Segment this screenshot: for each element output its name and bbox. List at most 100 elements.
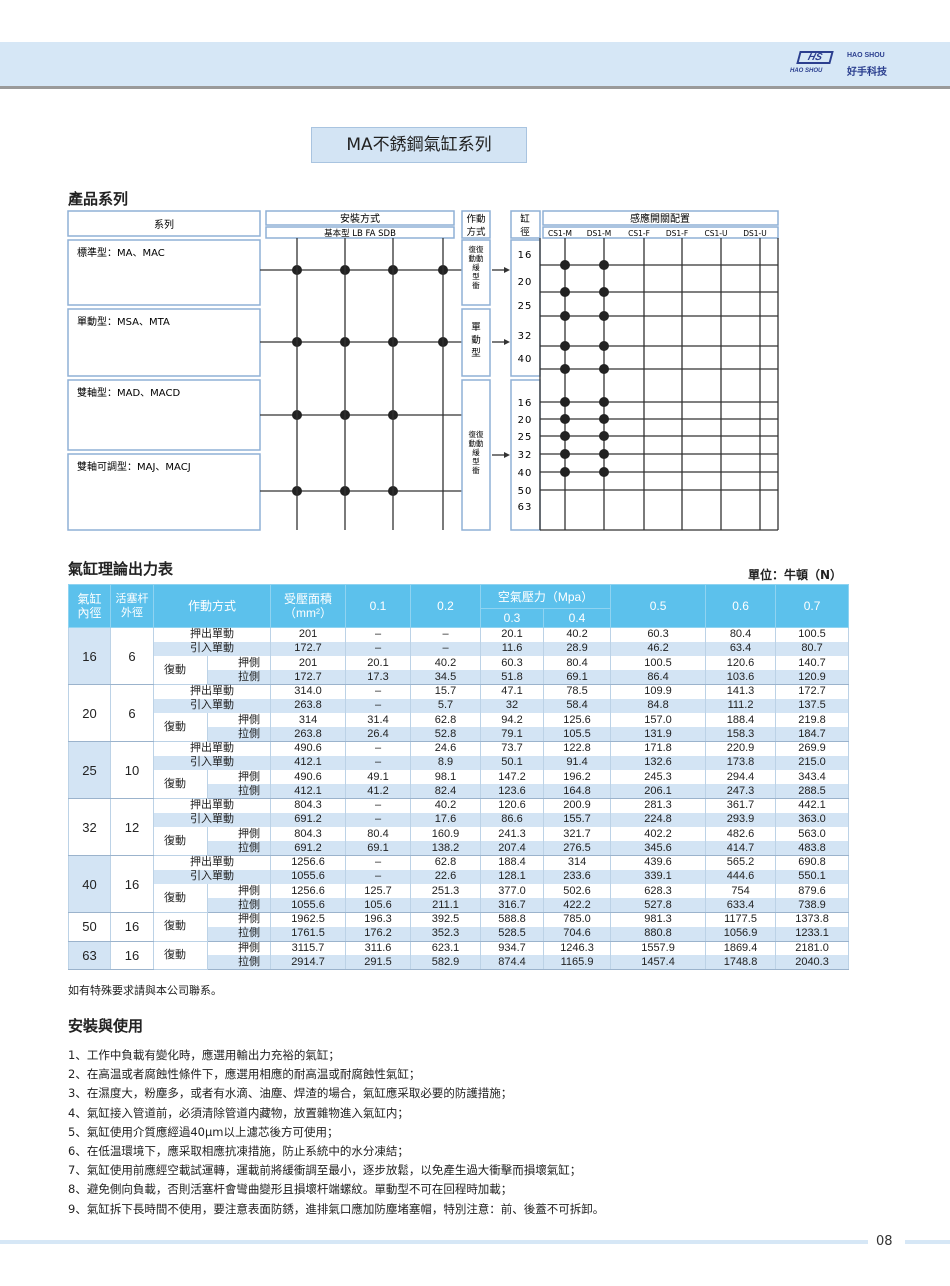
- area-cell: 1055.6: [270, 869, 347, 884]
- force-value-cell: 122.8: [543, 741, 612, 756]
- force-value-cell: 934.7: [480, 941, 545, 956]
- action-side-cell: 拉側: [206, 898, 272, 914]
- force-value-cell: –: [345, 869, 412, 884]
- rod-cell: 6: [110, 627, 154, 685]
- bore-cell: 32: [68, 798, 111, 856]
- force-value-cell: 633.4: [705, 898, 777, 914]
- force-value-cell: 2040.3: [775, 955, 850, 971]
- mount-header-box: [265, 210, 455, 226]
- table-row: 復動 押側 490.6 49.1 98.1 147.2 196.2 245.3 294.4 343…: [69, 770, 850, 799]
- bore-size: 20: [518, 277, 533, 288]
- force-value-cell: 63.4: [705, 641, 777, 656]
- sensor-label: CS1-M: [548, 229, 572, 238]
- sensor-compatible-dot: [560, 449, 570, 459]
- force-value-cell: 224.8: [610, 812, 707, 827]
- header-pressure: 0.7: [775, 584, 850, 628]
- force-value-cell: 120.6: [480, 798, 545, 813]
- action-cell: 押出單動: [152, 627, 272, 642]
- unit-label: 單位：牛頓（N）: [748, 568, 843, 582]
- bore-group-box: [510, 379, 541, 531]
- force-value-cell: 86.6: [480, 812, 545, 827]
- area-cell: 1761.5: [270, 926, 347, 942]
- force-table-heading: 氣缸理論出力表: [68, 560, 174, 578]
- bore-cell: 63: [68, 941, 111, 970]
- force-value-cell: 80.7: [775, 641, 850, 656]
- action-side-cell: 押側: [206, 713, 272, 728]
- force-value-cell: 40.2: [543, 627, 612, 642]
- force-value-cell: 207.4: [480, 841, 545, 857]
- force-value-cell: 17.3: [345, 670, 412, 686]
- force-value-cell: 196.2: [543, 770, 612, 785]
- bore-header: 徑: [520, 226, 530, 238]
- force-value-cell: 155.7: [543, 812, 612, 827]
- force-value-cell: 172.7: [775, 684, 850, 699]
- action-label: 型: [472, 457, 480, 466]
- action-side-cell: 押側: [206, 827, 272, 842]
- force-value-cell: 211.1: [410, 898, 482, 914]
- force-value-cell: 15.7: [410, 684, 482, 699]
- force-value-cell: 100.5: [775, 627, 850, 642]
- sensor-compatible-dot: [560, 397, 570, 407]
- table-row: 拉側 691.2 69.1 138.2 207.4 276.5 345.6 414.7 483.…: [69, 841, 850, 857]
- sensor-label: DS1-M: [587, 229, 612, 238]
- force-value-cell: 269.9: [775, 741, 850, 756]
- force-value-cell: 188.4: [705, 713, 777, 728]
- sensor-compatible-dot: [599, 287, 609, 297]
- force-value-cell: 80.4: [345, 827, 412, 842]
- force-value-cell: 483.8: [775, 841, 850, 857]
- header-divider: [0, 86, 950, 89]
- header-pressure: 0.5: [610, 584, 707, 628]
- mount-header: 安裝方式: [340, 212, 380, 225]
- force-value-cell: 311.6: [345, 941, 412, 956]
- sensor-compatible-dot: [560, 260, 570, 270]
- force-value-cell: 26.4: [345, 727, 412, 743]
- table-row: 拉側 1761.5 176.2 352.3 528.5 704.6 880.8 1056.9 1…: [69, 926, 850, 942]
- action-header: 作動: [466, 213, 485, 225]
- double-action-cell: 復動: [153, 884, 208, 913]
- action-label: 型: [471, 348, 481, 359]
- instruction-item: 6、在低温環境下，應采取相應抗凍措施，防止系統中的水分凍結；: [68, 1144, 409, 1159]
- force-value-cell: 363.0: [775, 812, 850, 827]
- action-label: 動: [471, 335, 481, 346]
- area-cell: 1962.5: [270, 912, 347, 927]
- table-row: 引入單動 1055.6–22.6 128.1 233.6 339.1 444.6 550.1: [69, 869, 850, 884]
- bore-cell: 50: [68, 912, 111, 942]
- force-value-cell: 563.0: [775, 827, 850, 842]
- force-value-cell: –: [345, 798, 412, 813]
- action-side-cell: 拉側: [206, 841, 272, 857]
- force-value-cell: 84.8: [610, 698, 707, 713]
- force-value-cell: 20.1: [345, 656, 412, 671]
- force-value-cell: 588.8: [480, 912, 545, 927]
- force-value-cell: 41.2: [345, 784, 412, 800]
- action-side-cell: 押側: [206, 770, 272, 785]
- header-area-text: 受壓面積（mm²）: [284, 592, 333, 620]
- action-side-cell: 押側: [206, 656, 272, 671]
- force-value-cell: 22.6: [410, 869, 482, 884]
- series-label: 雙軸可調型：MAJ、MACJ: [77, 460, 191, 473]
- arrow-icon: [504, 267, 510, 273]
- company-logo: HS HAO SHOU HAO SHOU 好手科技: [790, 47, 910, 81]
- double-action-cell: 復動: [153, 941, 208, 970]
- header-pressure: 0.3: [480, 608, 545, 628]
- force-value-cell: 623.1: [410, 941, 482, 956]
- force-value-cell: 52.8: [410, 727, 482, 743]
- force-value-cell: 103.6: [705, 670, 777, 686]
- force-value-cell: 738.9: [775, 898, 850, 914]
- force-value-cell: 392.5: [410, 912, 482, 927]
- table-row: 拉側 1055.6 105.6 211.1 316.7 422.2 527.8 633.4 73…: [69, 898, 850, 914]
- sensor-compatible-dot: [599, 341, 609, 351]
- force-value-cell: 62.8: [410, 855, 482, 870]
- force-value-cell: 40.2: [410, 656, 482, 671]
- force-value-cell: 73.7: [480, 741, 545, 756]
- action-label: 型: [472, 272, 480, 281]
- area-cell: 490.6: [270, 770, 347, 785]
- force-value-cell: 200.9: [543, 798, 612, 813]
- sensor-compatible-dot: [599, 467, 609, 477]
- force-value-cell: 111.2: [705, 698, 777, 713]
- rod-cell: 16: [110, 855, 154, 913]
- table-row: 拉側 2914.7 291.5 582.9 874.4 1165.9 1457.4 1748.…: [69, 955, 850, 971]
- mount-sub-box: [265, 226, 455, 239]
- area-cell: 1256.6: [270, 855, 347, 870]
- force-value-cell: 60.3: [480, 656, 545, 671]
